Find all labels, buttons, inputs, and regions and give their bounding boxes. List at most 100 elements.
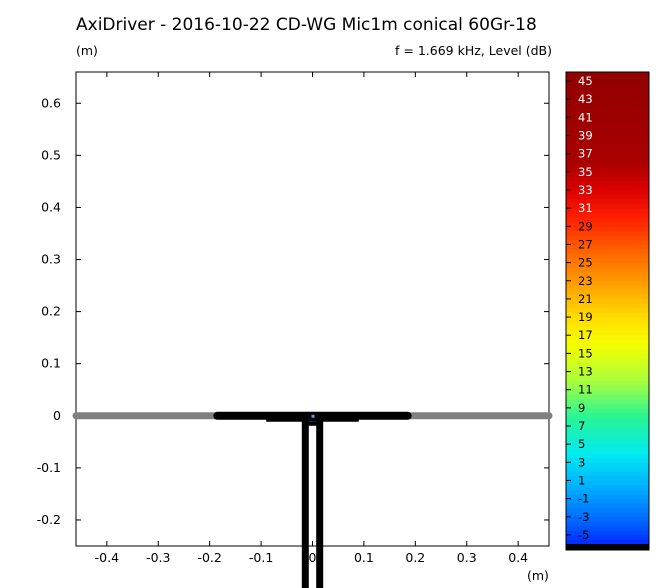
colorbar-band [566, 371, 649, 377]
x-tick-label: -0.4 [95, 550, 119, 565]
colorbar-band [566, 289, 649, 295]
colorbar-band [566, 308, 649, 313]
y-tick-label: 0 [53, 408, 61, 423]
colorbar-band [566, 85, 649, 91]
colorbar-band [566, 494, 649, 500]
colorbar-tick-label: 35 [578, 165, 593, 179]
colorbar-tick-label: 39 [578, 129, 593, 143]
colorbar-band [566, 475, 649, 481]
colorbar-band [566, 298, 649, 304]
colorbar-band [566, 525, 649, 531]
colorbar-band [566, 326, 649, 332]
colorbar-band [566, 466, 649, 472]
colorbar-band [566, 521, 649, 527]
colorbar-tick-label: 23 [578, 274, 593, 288]
colorbar-band [566, 185, 649, 191]
colorbar-band [566, 330, 649, 336]
colorbar-band [566, 485, 649, 490]
colorbar-tick-label: 43 [578, 92, 593, 106]
colorbar-tick-label: 3 [578, 455, 585, 469]
colorbar-tick-label: -3 [578, 510, 589, 524]
colorbar-tick-label: 45 [578, 74, 593, 88]
colorbar-band [566, 480, 649, 486]
colorbar-band [566, 149, 649, 155]
colorbar-band [566, 190, 649, 195]
x-tick-label: 0.3 [457, 550, 477, 565]
colorbar-band [566, 407, 649, 413]
colorbar-band [566, 131, 649, 136]
colorbar-band [566, 285, 649, 291]
colorbar-band [566, 81, 649, 87]
x-tick-label: -0.1 [249, 550, 273, 565]
x-axis-unit: (m) [527, 568, 549, 583]
colorbar-band [566, 385, 649, 391]
colorbar-band [566, 199, 649, 205]
colorbar-band [566, 121, 649, 127]
colorbar-band [566, 72, 649, 77]
colorbar-band [566, 507, 649, 513]
colorbar-band [566, 376, 649, 382]
colorbar-tick-label: 9 [578, 401, 585, 415]
x-tick-label: 0.2 [405, 550, 425, 565]
colorbar-tick-label: 21 [578, 292, 593, 306]
colorbar-band [566, 534, 649, 540]
colorbar-band [566, 276, 649, 282]
colorbar-band [566, 158, 649, 164]
colorbar-tick-label: 37 [578, 147, 593, 161]
colorbar-floor [566, 544, 649, 550]
source-point [311, 414, 315, 418]
frequency-level-info: f = 1.669 kHz, Level (dB) [395, 43, 552, 58]
colorbar-band [566, 212, 649, 218]
colorbar-band [566, 176, 649, 182]
colorbar-band [566, 226, 649, 232]
colorbar-band [566, 421, 649, 427]
colorbar-band [566, 353, 649, 359]
colorbar-band [566, 230, 649, 236]
colorbar-tick-label: 31 [578, 201, 593, 215]
colorbar-tick-label: 41 [578, 110, 593, 124]
colorbar-band [566, 435, 649, 441]
colorbar-band [566, 171, 649, 177]
plot-frame [75, 71, 550, 547]
x-tick-label: -0.2 [197, 550, 221, 565]
y-tick-label: 0.5 [41, 147, 61, 162]
colorbar-band [566, 394, 649, 400]
y-tick-label: 0.4 [41, 199, 61, 214]
colorbar-tick-label: 19 [578, 310, 593, 324]
colorbar-band [566, 389, 649, 395]
colorbar-band [566, 258, 649, 264]
colorbar-band [566, 312, 649, 318]
colorbar-band [566, 244, 649, 250]
y-axis-unit: (m) [76, 43, 98, 58]
colorbar-band [566, 367, 649, 372]
colorbar-tick-label: 1 [578, 473, 585, 487]
x-tick-label: 0.4 [508, 550, 528, 565]
colorbar-band [566, 239, 649, 245]
colorbar-band [566, 412, 649, 418]
colorbar-band [566, 144, 649, 150]
colorbar-tick-label: 15 [578, 346, 593, 360]
colorbar-band [566, 112, 649, 118]
colorbar-band [566, 90, 649, 96]
colorbar-band [566, 180, 649, 186]
colorbar-band [566, 249, 649, 254]
colorbar-band [566, 194, 649, 200]
colorbar-band [566, 140, 649, 146]
colorbar-tick-label: 29 [578, 219, 593, 233]
colorbar-band [566, 76, 649, 82]
colorbar-band [566, 453, 649, 459]
colorbar-tick-label: 27 [578, 237, 593, 251]
colorbar-band [566, 135, 649, 141]
colorbar-tick-label: -5 [578, 528, 589, 542]
colorbar-band [566, 489, 649, 495]
y-tick-label: 0.3 [41, 252, 61, 267]
x-tick-label: 0 [309, 550, 317, 565]
colorbar-band [566, 462, 649, 468]
colorbar-band [566, 457, 649, 463]
colorbar-band [566, 221, 649, 227]
colorbar-band [566, 516, 649, 522]
colorbar-band [566, 262, 649, 268]
colorbar-frame [565, 71, 650, 551]
colorbar-band [566, 126, 649, 132]
